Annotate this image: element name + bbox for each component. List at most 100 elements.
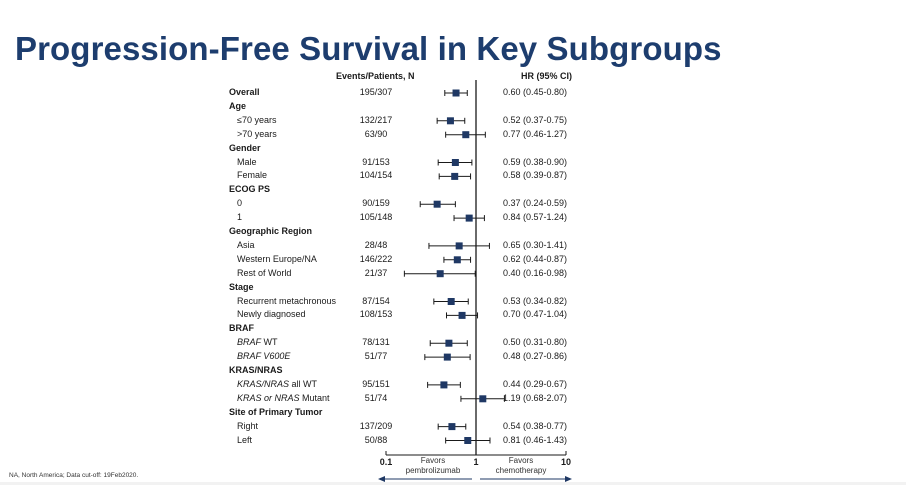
events-value: 63/90 <box>364 128 388 139</box>
subgroup-heading: BRAF <box>229 323 254 334</box>
hr-column-header: HR (95% CI) <box>521 71 573 81</box>
subgroup-label: 1 <box>229 212 242 223</box>
left-arrow-head <box>378 476 385 482</box>
label-part: Geographic Region <box>229 226 313 236</box>
hr-point <box>443 353 451 361</box>
subgroup-heading: Geographic Region <box>229 226 312 237</box>
subgroup-label: Western Europe/NA <box>229 254 317 265</box>
favors-chemotherapy-label: Favors chemotherapy <box>496 456 547 475</box>
subgroup-heading: KRAS/NRAS <box>229 365 283 376</box>
label-part: Overall <box>229 87 260 97</box>
favors-pembrolizumab-label: Favors pembrolizumab <box>406 456 461 475</box>
label-part: Recurrent metachronous <box>237 295 337 306</box>
events-value: 87/154 <box>362 295 390 306</box>
hr-value: 0.59 (0.38-0.90) <box>503 156 568 167</box>
bottom-divider <box>0 482 906 485</box>
label-part: ECOG PS <box>229 184 271 195</box>
hr-value: 0.65 (0.30-1.41) <box>503 239 568 250</box>
label-part: Stage <box>229 281 254 292</box>
subgroup-label: Asia <box>229 240 255 251</box>
subgroup-label: >70 years <box>229 129 277 140</box>
hr-value: 0.37 (0.24-0.59) <box>503 198 568 209</box>
events-value: 91/153 <box>362 156 390 167</box>
hr-point <box>479 395 487 403</box>
label-part: KRAS or NRAS <box>237 392 300 403</box>
events-value: 51/74 <box>364 392 388 403</box>
events-value: 95/151 <box>362 378 390 389</box>
hr-point <box>446 117 454 125</box>
events-value: 78/131 <box>362 337 390 348</box>
events-value: 105/148 <box>359 212 393 223</box>
events-value: 104/154 <box>359 170 393 181</box>
footnote: NA, North America; Data cut-off: 19Feb20… <box>9 472 139 479</box>
label-part: Female <box>237 170 268 181</box>
subgroup-label: BRAF WT <box>229 337 278 348</box>
hr-point <box>436 270 444 278</box>
hr-value: 0.54 (0.38-0.77) <box>503 420 568 431</box>
subgroup-heading: ECOG PS <box>229 184 270 195</box>
events-value: 28/48 <box>364 239 388 250</box>
subgroup-label: ≤70 years <box>229 115 276 126</box>
subgroup-label: Newly diagnosed <box>229 309 306 320</box>
subgroup-label: Female <box>229 170 267 181</box>
hr-point <box>451 159 459 166</box>
label-part: >70 years <box>237 128 277 139</box>
label-part: KRAS/NRAS <box>237 378 290 389</box>
label-part: Western Europe/NA <box>237 253 317 264</box>
events-value: 51/77 <box>364 351 388 362</box>
label-part: Site of Primary Tumor <box>229 406 323 417</box>
hr-value: 0.58 (0.39-0.87) <box>503 170 568 181</box>
hr-value: 0.50 (0.31-0.80) <box>503 337 568 348</box>
events-value: 137/209 <box>359 420 393 431</box>
label-part: BRAF <box>229 323 254 334</box>
subgroup-heading: Age <box>229 101 246 112</box>
hr-value: 0.60 (0.45-0.80) <box>503 87 568 97</box>
subgroup-label: KRAS/NRAS all WT <box>229 379 317 390</box>
hr-point <box>452 89 460 97</box>
hr-point <box>440 381 448 389</box>
subgroup-label: 0 <box>229 198 242 209</box>
x-tick-label: 0.1 <box>380 457 393 467</box>
events-value: 195/307 <box>359 87 393 97</box>
hr-value: 0.52 (0.37-0.75) <box>503 114 568 125</box>
hr-point <box>445 339 453 347</box>
label-part: Asia <box>237 239 255 250</box>
subgroup-heading: Site of Primary Tumor <box>229 407 322 418</box>
x-tick-label: 1 <box>473 457 478 467</box>
subgroup-label: Male <box>229 157 257 168</box>
hr-point <box>448 423 456 431</box>
hr-value: 0.84 (0.57-1.24) <box>503 212 568 223</box>
hr-point <box>465 214 473 222</box>
events-value: 21/37 <box>364 267 388 278</box>
label-part: Right <box>237 420 259 431</box>
subgroup-label: Overall <box>229 87 260 98</box>
x-tick-label: 10 <box>561 457 571 467</box>
subgroup-label: Right <box>229 421 258 432</box>
hr-point <box>455 242 463 250</box>
hr-point <box>447 298 455 305</box>
label-part: BRAF <box>237 337 262 348</box>
subgroup-label: Rest of World <box>229 268 291 279</box>
hr-point <box>458 311 466 319</box>
events-value: 50/88 <box>364 434 388 445</box>
events-value: 108/153 <box>359 309 393 320</box>
hr-value: 1.19 (0.68-2.07) <box>503 392 568 403</box>
hr-value: 0.62 (0.44-0.87) <box>503 253 568 264</box>
events-value: 146/222 <box>359 253 393 264</box>
subgroup-label: KRAS or NRAS Mutant <box>229 393 330 404</box>
events-column-header: Events/Patients, N <box>336 71 415 81</box>
hr-value: 0.77 (0.46-1.27) <box>503 128 568 139</box>
right-arrow-head <box>565 476 572 482</box>
events-value: 132/217 <box>359 114 393 125</box>
hr-value: 0.48 (0.27-0.86) <box>503 351 568 362</box>
hr-value: 0.53 (0.34-0.82) <box>503 295 568 306</box>
label-part: all WT <box>289 378 318 389</box>
hr-value: 0.70 (0.47-1.04) <box>503 309 568 320</box>
label-part: Newly diagnosed <box>237 309 306 320</box>
subgroup-heading: Stage <box>229 282 254 293</box>
label-part: BRAF V600E <box>237 351 291 362</box>
events-value: 90/159 <box>362 198 390 209</box>
label-part: ≤70 years <box>237 114 277 125</box>
hr-value: 0.44 (0.29-0.67) <box>503 378 568 389</box>
